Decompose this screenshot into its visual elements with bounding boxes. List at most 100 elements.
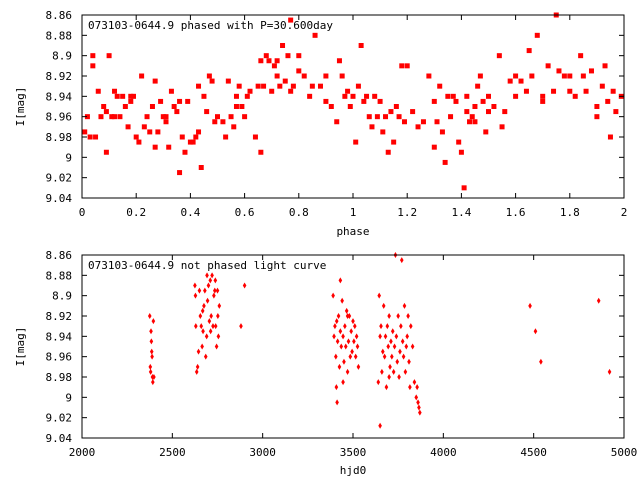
phased-data-point bbox=[215, 114, 220, 120]
unphased-data-point bbox=[345, 368, 350, 375]
unphased-data-point bbox=[338, 277, 343, 284]
phased-data-point bbox=[152, 78, 158, 84]
unphased-data-point bbox=[396, 313, 400, 319]
unphased-y-tick-label: 8.9 bbox=[52, 290, 72, 303]
phased-data-point bbox=[209, 78, 215, 84]
phased-data-point bbox=[502, 109, 508, 115]
unphased-data-point bbox=[195, 363, 200, 370]
phased-data-point bbox=[244, 93, 250, 99]
phased-data-point bbox=[355, 83, 361, 89]
unphased-data-point bbox=[331, 292, 335, 299]
unphased-data-point bbox=[392, 343, 397, 350]
unphased-data-point bbox=[417, 404, 421, 411]
unphased-data-point bbox=[212, 287, 217, 294]
phased-data-point bbox=[196, 129, 202, 135]
phased-data-point bbox=[171, 104, 177, 109]
phased-data-point bbox=[396, 114, 402, 120]
unphased-data-point bbox=[212, 292, 216, 299]
unphased-x-tick-label: 4500 bbox=[520, 446, 547, 459]
phased-data-point bbox=[182, 149, 188, 155]
phased-data-point bbox=[93, 134, 99, 140]
phased-data-point bbox=[125, 124, 131, 130]
unphased-data-point bbox=[151, 379, 155, 386]
phased-y-tick-label: 9.04 bbox=[46, 192, 73, 205]
phased-data-point bbox=[220, 119, 226, 125]
phased-x-tick-label: 0.8 bbox=[289, 206, 309, 219]
phased-data-point bbox=[82, 129, 88, 135]
unphased-data-point bbox=[391, 368, 396, 375]
phased-data-point bbox=[193, 134, 199, 140]
unphased-data-point bbox=[334, 318, 339, 325]
unphased-data-point bbox=[389, 338, 393, 345]
phased-data-point bbox=[540, 98, 546, 104]
unphased-data-point bbox=[206, 282, 211, 289]
phased-data-point bbox=[431, 144, 437, 150]
phased-data-point bbox=[594, 104, 600, 109]
unphased-data-point bbox=[216, 333, 221, 340]
unphased-data-point bbox=[209, 313, 213, 319]
phased-data-point bbox=[572, 93, 578, 99]
phased-data-point bbox=[391, 139, 397, 145]
unphased-y-tick-label: 8.94 bbox=[46, 330, 73, 343]
unphased-x-tick-label: 3000 bbox=[249, 446, 276, 459]
phased-data-point bbox=[345, 88, 351, 94]
phased-data-point bbox=[301, 73, 307, 79]
unphased-data-point bbox=[343, 323, 347, 330]
phased-data-point bbox=[247, 88, 253, 94]
unphased-data-point bbox=[341, 333, 345, 340]
phased-data-point bbox=[439, 129, 445, 135]
phased-data-point bbox=[90, 53, 96, 59]
phased-data-points bbox=[82, 12, 624, 191]
unphased-data-point bbox=[147, 313, 152, 319]
phased-data-point bbox=[477, 73, 483, 79]
phased-data-point bbox=[312, 32, 318, 38]
unphased-data-point bbox=[382, 353, 387, 360]
phased-data-point bbox=[136, 139, 142, 145]
unphased-data-point bbox=[338, 328, 343, 335]
phased-data-point bbox=[388, 109, 394, 115]
unphased-y-tick-label: 9 bbox=[65, 391, 72, 404]
phased-data-point bbox=[228, 114, 234, 120]
phased-data-point bbox=[613, 109, 619, 115]
phased-data-point bbox=[599, 83, 605, 89]
phased-x-axis-label: phase bbox=[336, 225, 369, 238]
phased-data-point bbox=[252, 134, 258, 140]
phased-data-point bbox=[420, 119, 426, 125]
unphased-data-point bbox=[149, 328, 153, 335]
phased-data-point bbox=[236, 83, 242, 89]
phased-data-point bbox=[426, 73, 432, 79]
phased-y-tick-label: 8.96 bbox=[46, 111, 73, 124]
unphased-data-point bbox=[386, 343, 391, 350]
phased-data-point bbox=[602, 63, 608, 69]
unphased-data-point bbox=[337, 363, 342, 370]
unphased-data-point bbox=[341, 379, 345, 386]
phased-data-point bbox=[239, 104, 245, 109]
unphased-data-point bbox=[239, 323, 243, 330]
phased-data-point bbox=[369, 124, 375, 130]
unphased-data-point bbox=[344, 307, 349, 314]
phased-data-point bbox=[285, 53, 291, 59]
unphased-data-point bbox=[336, 313, 341, 319]
phased-data-point bbox=[274, 58, 280, 64]
phased-data-point bbox=[545, 63, 551, 69]
unphased-data-point bbox=[400, 338, 405, 345]
phased-data-point bbox=[84, 114, 90, 120]
phased-data-point bbox=[133, 134, 139, 140]
phased-y-tick-label: 8.86 bbox=[46, 9, 73, 22]
unphased-data-point bbox=[399, 323, 403, 330]
unphased-data-point bbox=[334, 353, 338, 360]
unphased-data-point bbox=[334, 384, 339, 391]
phased-data-point bbox=[187, 139, 193, 145]
phased-data-point bbox=[353, 139, 359, 145]
phased-data-point bbox=[358, 43, 364, 48]
phased-data-point bbox=[309, 83, 315, 89]
phased-data-point bbox=[445, 93, 451, 99]
unphased-data-point bbox=[345, 313, 350, 319]
phased-data-point bbox=[128, 98, 134, 104]
phased-data-point bbox=[561, 73, 567, 79]
phased-data-point bbox=[190, 139, 196, 145]
unphased-data-point bbox=[402, 302, 407, 309]
phased-data-point bbox=[212, 119, 218, 125]
phased-y-tick-label: 8.98 bbox=[46, 131, 73, 144]
phased-data-point bbox=[98, 114, 104, 120]
